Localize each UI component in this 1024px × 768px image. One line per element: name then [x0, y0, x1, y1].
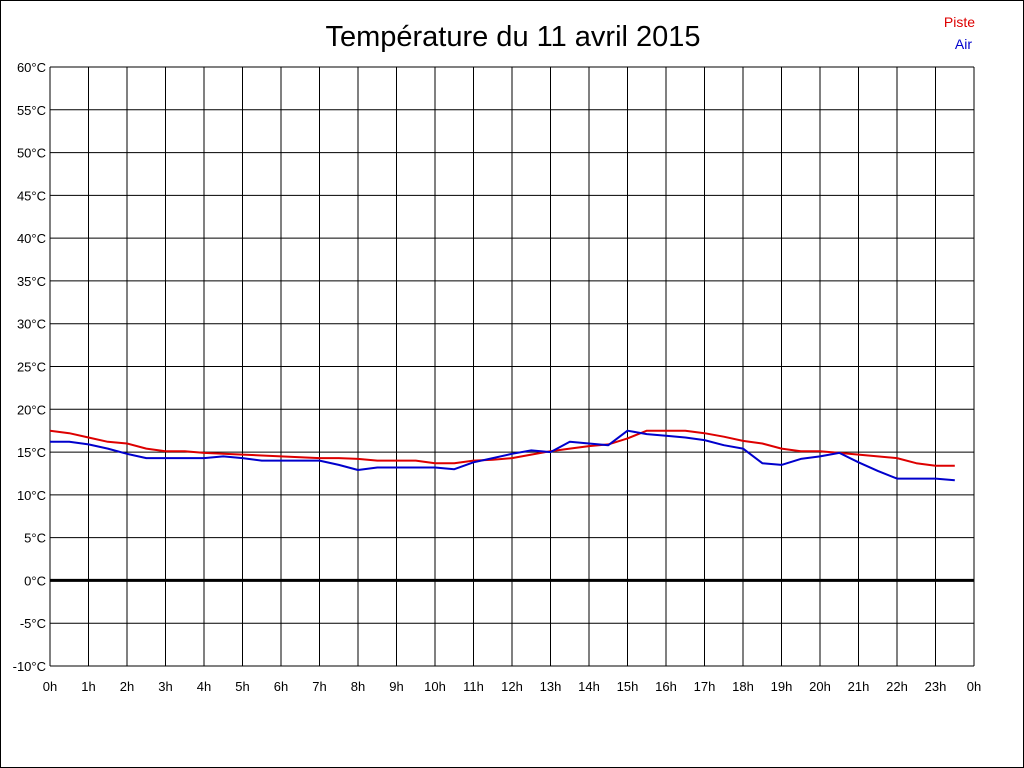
y-tick-label: 35°C [17, 274, 46, 289]
x-tick-label: 13h [540, 679, 562, 694]
y-tick-label: 0°C [24, 573, 46, 588]
x-tick-label: 7h [312, 679, 326, 694]
y-tick-label: 55°C [17, 103, 46, 118]
x-tick-label: 8h [351, 679, 365, 694]
y-tick-label: 40°C [17, 231, 46, 246]
x-tick-label: 23h [925, 679, 947, 694]
x-tick-label: 4h [197, 679, 211, 694]
x-tick-label: 14h [578, 679, 600, 694]
series-line-piste [49, 429, 955, 467]
series-line-air [50, 429, 955, 482]
x-tick-label: 16h [655, 679, 677, 694]
x-tick-label: 21h [848, 679, 870, 694]
x-tick-label: 17h [694, 679, 716, 694]
y-tick-label: 10°C [17, 488, 46, 503]
y-tick-label: 50°C [17, 146, 46, 161]
y-tick-label: 45°C [17, 188, 46, 203]
x-tick-label: 20h [809, 679, 831, 694]
y-tick-label: 60°C [17, 60, 46, 75]
y-tick-label: -10°C [13, 659, 46, 674]
x-tick-label: 11h [463, 679, 484, 694]
x-tick-label: 10h [424, 679, 446, 694]
y-tick-label: 25°C [17, 360, 46, 375]
x-tick-label: 2h [120, 679, 134, 694]
axes: 0h 1h 2h 3h 4h 5h 6h 7h 8h 9h 10h 11h 12h 13h 14h 15h 16… [13, 60, 982, 694]
x-tick-label: 15h [617, 679, 639, 694]
x-tick-label: 12h [501, 679, 523, 694]
y-tick-label: 20°C [17, 402, 46, 417]
x-tick-label: 19h [771, 679, 793, 694]
y-tick-label: 30°C [17, 317, 46, 332]
x-tick-label: 9h [389, 679, 403, 694]
x-tick-label: 3h [158, 679, 172, 694]
x-tick-label: 1h [81, 679, 95, 694]
legend-entry-piste: Piste [944, 14, 975, 30]
x-tick-label: 22h [886, 679, 908, 694]
y-tick-label: 15°C [17, 445, 46, 460]
x-tick-label: 6h [274, 679, 288, 694]
y-tick-label: 5°C [24, 531, 46, 546]
x-tick-label: 0h [967, 679, 981, 694]
grid [49, 66, 975, 667]
x-tick-label: 18h [732, 679, 754, 694]
x-tick-label: 0h [43, 679, 57, 694]
x-tick-label: 5h [235, 679, 249, 694]
y-tick-label: -5°C [20, 616, 46, 631]
series-lines [49, 429, 955, 482]
chart-title: Température du 11 avril 2015 [325, 21, 700, 53]
legend-entry-air: Air [955, 36, 972, 52]
